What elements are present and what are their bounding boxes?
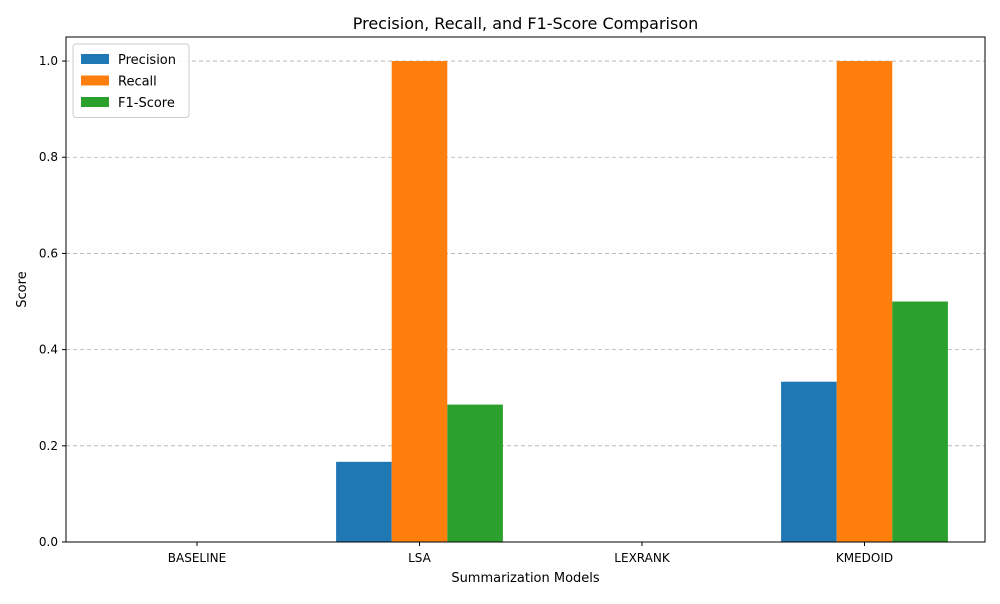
x-tick-label: KMEDOID — [836, 551, 893, 565]
legend-label: Recall — [118, 75, 157, 90]
y-tick-label: 1.0 — [39, 54, 58, 68]
y-axis-label: Score — [15, 271, 30, 307]
legend-swatch — [81, 76, 109, 86]
bar-recall-kmedoid — [837, 61, 893, 542]
x-tick-label: BASELINE — [168, 551, 226, 565]
legend-swatch — [81, 97, 109, 107]
bar-f1-score-lsa — [447, 405, 503, 542]
y-tick-label: 0.8 — [39, 150, 58, 164]
y-tick-label: 0.6 — [39, 246, 58, 260]
bar-f1-score-kmedoid — [892, 302, 948, 542]
y-tick-label: 0.4 — [39, 343, 58, 357]
x-tick-label: LEXRANK — [614, 551, 671, 565]
bar-precision-kmedoid — [781, 382, 837, 542]
bar-precision-lsa — [336, 462, 392, 542]
y-tick-label: 0.2 — [39, 439, 58, 453]
bar-recall-lsa — [392, 61, 448, 542]
legend: Precision Recall F1-Score — [73, 44, 189, 118]
chart-title: Precision, Recall, and F1-Score Comparis… — [353, 14, 699, 33]
legend-label: Precision — [118, 53, 176, 68]
x-tick-label: LSA — [408, 551, 432, 565]
y-tick-label: 0.0 — [39, 535, 58, 549]
x-axis-label: Summarization Models — [451, 571, 600, 586]
legend-swatch — [81, 54, 109, 64]
legend-label: F1-Score — [118, 96, 175, 111]
